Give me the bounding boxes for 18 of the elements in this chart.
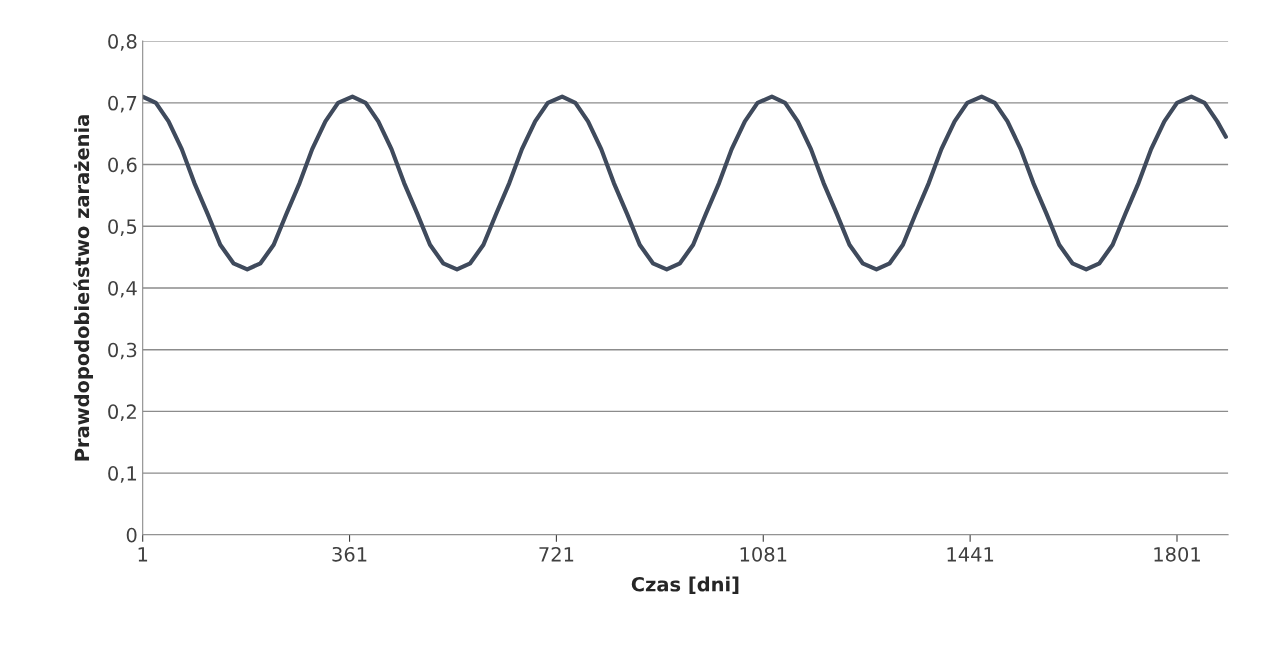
x-tick-label: 1081 (740, 546, 787, 562)
y-tick-label: 0,5 (108, 219, 137, 236)
y-tick-label: 0,7 (108, 95, 137, 113)
y-tick-label: 0,6 (108, 157, 137, 175)
y-tick-label: 0,1 (108, 466, 137, 483)
y-tick-label: 0,4 (108, 280, 137, 298)
x-tick-label: 1801 (1154, 546, 1200, 562)
x-tick-label: 1441 (947, 547, 994, 562)
x-tick-label: 1 (138, 547, 148, 562)
x-tick-label: 721 (539, 546, 574, 562)
y-tick-label: 0,2 (108, 404, 136, 422)
y-tick-label: 0,8 (108, 34, 137, 51)
y-tick-label: 0,3 (108, 342, 137, 360)
y-tick-label: 0 (126, 527, 137, 543)
x-axis-title: Czas [dni] (631, 576, 739, 594)
line-series (142, 94, 1228, 272)
y-axis-title: Prawdopodobieństwo zarażenia (73, 115, 94, 461)
x-tick-label: 361 (332, 546, 367, 562)
